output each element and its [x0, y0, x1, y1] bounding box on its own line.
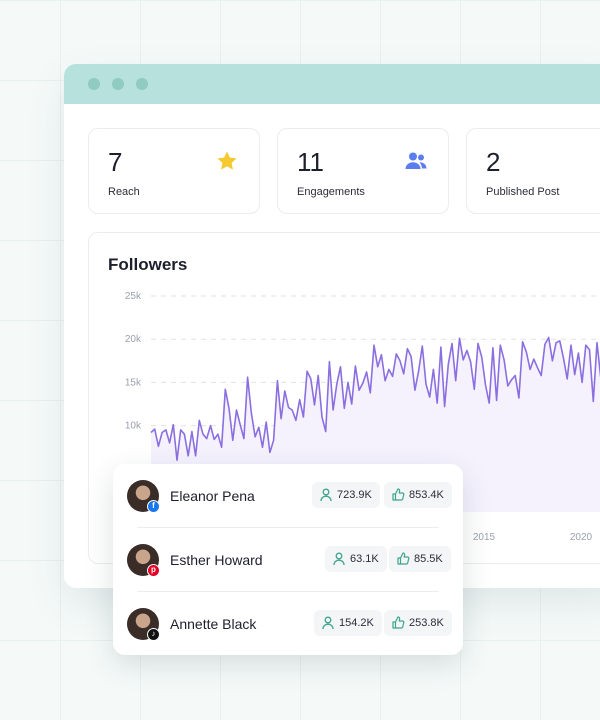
followers-count-badge: 154.2K — [314, 610, 382, 636]
followers-count: 723.9K — [337, 489, 372, 501]
tiktok-icon: ♪ — [147, 628, 160, 641]
stat-value: 2 — [486, 147, 501, 177]
stat-card-published-post[interactable]: 2 Published Post — [466, 128, 600, 214]
x-tick-label: 2015 — [473, 532, 496, 543]
user-icon — [333, 552, 345, 566]
y-tick-label: 10k — [125, 421, 142, 432]
app-window: 7 Reach 11 Engagements 2 Published Post … — [64, 64, 600, 588]
users-icon — [405, 152, 427, 169]
window-dot-maximize[interactable] — [136, 78, 148, 90]
window-titlebar — [64, 64, 600, 104]
stat-label: Reach — [108, 186, 140, 198]
profile-name: Annette Black — [170, 616, 257, 632]
user-icon — [320, 488, 332, 502]
pinterest-icon: p — [147, 564, 160, 577]
profile-name: Eleanor Pena — [170, 488, 255, 504]
x-tick-label: 2020 — [570, 532, 593, 543]
list-item[interactable]: f Eleanor Pena 723.9K 853.4K — [127, 464, 452, 528]
thumbs-up-icon — [392, 488, 405, 501]
y-tick-label: 25k — [125, 291, 142, 302]
star-icon — [217, 151, 237, 170]
top-profiles-card: f Eleanor Pena 723.9K 853.4K p Esther Ho… — [113, 464, 463, 655]
list-item[interactable]: p Esther Howard 63.1K 85.5K — [127, 528, 451, 592]
likes-count: 85.5K — [414, 553, 443, 565]
divider — [137, 527, 439, 528]
stat-label: Engagements — [297, 186, 365, 198]
followers-count-badge: 723.9K — [312, 482, 380, 508]
followers-count-badge: 63.1K — [325, 546, 387, 572]
chart-title: Followers — [108, 255, 188, 274]
window-dot-minimize[interactable] — [112, 78, 124, 90]
divider — [137, 591, 439, 592]
thumbs-up-icon — [397, 552, 410, 565]
stat-card-engagements[interactable]: 11 Engagements — [277, 128, 449, 214]
stat-value: 7 — [108, 147, 123, 177]
window-dot-close[interactable] — [88, 78, 100, 90]
stat-value: 11 — [297, 147, 324, 177]
user-icon — [322, 616, 334, 630]
profile-name: Esther Howard — [170, 552, 263, 568]
stat-label: Published Post — [486, 186, 560, 198]
stat-card-reach[interactable]: 7 Reach — [88, 128, 260, 214]
y-tick-label: 15k — [125, 377, 142, 388]
y-tick-label: 20k — [125, 334, 142, 345]
facebook-icon: f — [147, 500, 160, 513]
followers-count: 63.1K — [350, 553, 379, 565]
likes-count-badge: 853.4K — [384, 482, 452, 508]
thumbs-up-icon — [392, 616, 405, 629]
likes-count: 253.8K — [409, 617, 444, 629]
followers-count: 154.2K — [339, 617, 374, 629]
likes-count-badge: 253.8K — [384, 610, 452, 636]
likes-count-badge: 85.5K — [389, 546, 451, 572]
likes-count: 853.4K — [409, 489, 444, 501]
followers-series-line — [150, 336, 600, 461]
list-item[interactable]: ♪ Annette Black 154.2K 253.8K — [127, 592, 452, 656]
